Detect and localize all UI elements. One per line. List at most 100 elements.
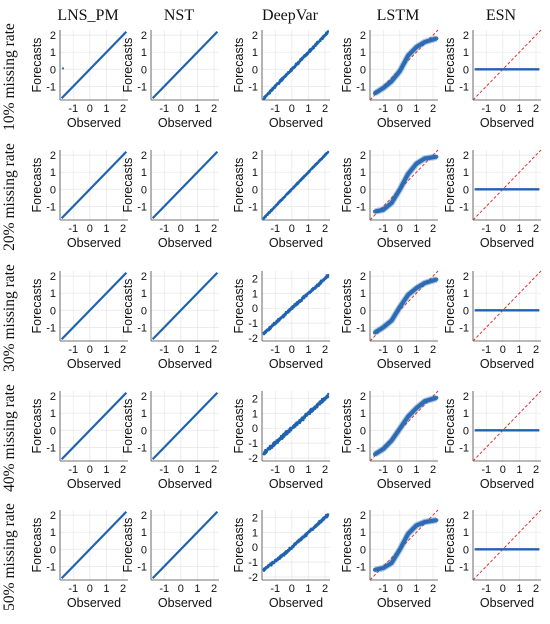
y-tick-label: 1	[141, 47, 147, 59]
y-tick-label: 0	[360, 305, 366, 317]
reference-line	[472, 149, 542, 221]
y-tick-label: -1	[356, 322, 366, 334]
y-tick-label: 1	[463, 527, 469, 539]
data-point	[263, 95, 266, 99]
y-tick-label: 1	[360, 167, 366, 179]
row-title: 30% missing rate	[1, 264, 18, 372]
y-tick-label: -1	[459, 201, 469, 213]
y-tick-label: 0	[50, 544, 56, 556]
y-tick-label: -1	[137, 561, 147, 573]
y-tick-label: 2	[463, 510, 469, 522]
y-tick-label: -1	[356, 81, 366, 93]
data-point	[282, 432, 285, 435]
data-point	[267, 563, 270, 566]
data-point	[269, 90, 272, 93]
data-point	[312, 288, 315, 291]
x-tick-label: 2	[322, 103, 328, 115]
data-point	[266, 92, 270, 95]
data-point	[264, 215, 267, 218]
y-tick-label: 2	[50, 391, 56, 403]
data-point	[266, 447, 269, 450]
x-tick-label: 1	[103, 583, 109, 595]
y-tick-label: 2	[360, 391, 366, 403]
y-tick-label: -1	[248, 438, 258, 450]
x-tick-label: 1	[516, 464, 522, 476]
x-tick-label: 2	[533, 464, 539, 476]
x-tick-label: 1	[413, 583, 419, 595]
y-axis-label: Forecasts	[340, 518, 354, 573]
x-tick-label: 1	[305, 583, 311, 595]
series-line	[60, 271, 128, 341]
data-point	[294, 184, 298, 187]
x-tick-label: -1	[68, 103, 78, 115]
y-axis-label: Forecasts	[121, 158, 135, 213]
x-tick-label: 2	[322, 464, 328, 476]
data-point	[264, 568, 267, 571]
y-tick-label: 2	[141, 150, 147, 162]
y-axis-label: Forecasts	[340, 38, 354, 93]
data-point	[309, 409, 312, 412]
series-line	[151, 510, 219, 580]
x-axis-label: Observed	[377, 116, 431, 130]
y-tick-label: 0	[141, 64, 147, 76]
data-point	[301, 176, 305, 179]
y-tick-label: -1	[356, 442, 366, 454]
series-group	[60, 150, 128, 220]
data-point	[278, 438, 281, 441]
data-point	[277, 201, 281, 204]
y-axis-label: Forecasts	[121, 399, 135, 454]
y-tick-label: 2	[141, 510, 147, 522]
y-axis-label: Forecasts	[232, 279, 246, 334]
data-point	[314, 163, 317, 166]
y-axis-label: Forecasts	[30, 518, 44, 573]
x-tick-label: 0	[178, 103, 184, 115]
x-axis-label: Observed	[158, 116, 212, 130]
data-point	[327, 395, 330, 398]
x-axis-label: Observed	[480, 596, 534, 610]
data-point	[313, 525, 316, 528]
y-axis-label: Forecasts	[443, 158, 457, 213]
y-tick-label: 2	[463, 391, 469, 403]
series-line	[151, 391, 219, 461]
data-point	[274, 560, 277, 563]
x-tick-label: 2	[430, 223, 436, 235]
x-tick-label: 1	[305, 464, 311, 476]
data-point	[284, 75, 287, 78]
data-point	[265, 449, 268, 452]
y-axis-label: Forecasts	[30, 38, 44, 93]
data-point	[314, 406, 317, 409]
data-point	[325, 152, 328, 155]
x-axis-label: Observed	[158, 357, 212, 371]
data-point	[311, 409, 315, 412]
x-tick-label: 2	[430, 103, 436, 115]
column-title: LSTM	[377, 7, 420, 24]
series-group	[372, 276, 439, 336]
series-group	[151, 150, 219, 220]
x-tick-label: -1	[68, 464, 78, 476]
data-point	[304, 533, 307, 536]
y-tick-label: 2	[141, 391, 147, 403]
x-tick-label: 0	[178, 464, 184, 476]
x-tick-label: 0	[87, 464, 93, 476]
data-point	[311, 528, 314, 531]
y-axis-label: Forecasts	[340, 399, 354, 454]
y-tick-label: 0	[252, 423, 258, 435]
x-tick-label: -1	[68, 583, 78, 595]
reference-line	[472, 390, 542, 462]
data-point	[299, 539, 302, 542]
data-point	[309, 48, 312, 51]
y-axis-label: Forecasts	[340, 279, 354, 334]
data-point	[282, 435, 285, 438]
y-axis-label: Forecasts	[121, 38, 135, 93]
y-tick-label: 0	[50, 425, 56, 437]
data-point	[282, 196, 285, 199]
series-line	[60, 30, 128, 100]
y-tick-label: 1	[50, 47, 56, 59]
x-tick-label: 0	[87, 223, 93, 235]
